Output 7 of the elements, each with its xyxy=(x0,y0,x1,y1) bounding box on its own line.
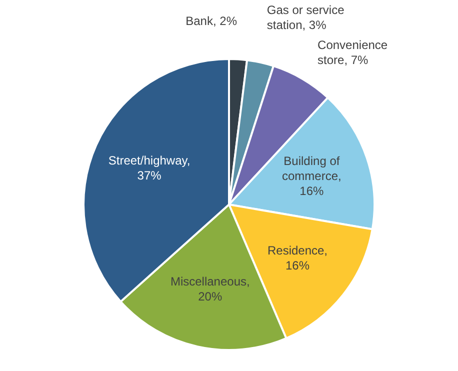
slice-label: Miscellaneous, 20% xyxy=(170,274,250,304)
slice-label: Street/highway, 37% xyxy=(108,154,190,183)
slice-label: Convenience store, 7% xyxy=(318,38,388,67)
slice-label: Bank, 2% xyxy=(186,14,238,28)
slice-label: Residence, 16% xyxy=(267,243,328,272)
slice-label: Gas or service station, 3% xyxy=(266,2,345,32)
slice-label: Building of commerce, 16% xyxy=(282,154,342,198)
